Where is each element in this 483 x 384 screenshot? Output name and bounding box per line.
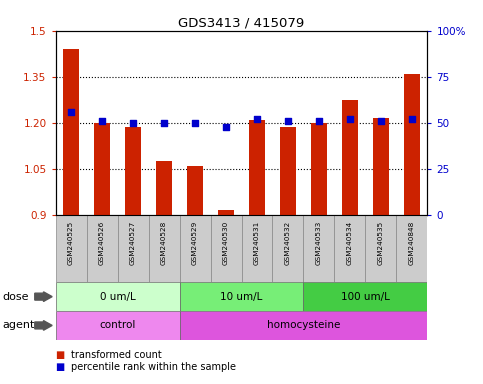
- Text: GSM240529: GSM240529: [192, 220, 198, 265]
- Text: GSM240534: GSM240534: [347, 220, 353, 265]
- Bar: [218, 210, 234, 215]
- Bar: [56, 311, 180, 340]
- Point: [408, 116, 416, 122]
- Text: ■: ■: [56, 362, 65, 372]
- Bar: [373, 118, 389, 215]
- Bar: [404, 74, 420, 215]
- Bar: [117, 215, 149, 282]
- Text: 100 um/L: 100 um/L: [341, 291, 390, 302]
- Bar: [125, 127, 141, 215]
- Bar: [180, 215, 211, 282]
- Text: GSM240531: GSM240531: [254, 220, 260, 265]
- Bar: [56, 282, 180, 311]
- Point: [98, 118, 106, 124]
- Point: [222, 124, 230, 130]
- Text: GSM240535: GSM240535: [378, 220, 384, 265]
- Text: percentile rank within the sample: percentile rank within the sample: [71, 362, 237, 372]
- Bar: [366, 215, 397, 282]
- Bar: [272, 215, 303, 282]
- Bar: [56, 215, 86, 282]
- Text: transformed count: transformed count: [71, 350, 162, 360]
- Text: GSM240526: GSM240526: [99, 220, 105, 265]
- Bar: [249, 120, 265, 215]
- Bar: [342, 100, 358, 215]
- Bar: [303, 215, 334, 282]
- Text: dose: dose: [2, 291, 29, 302]
- Point: [284, 118, 292, 124]
- Title: GDS3413 / 415079: GDS3413 / 415079: [178, 17, 305, 30]
- Bar: [94, 123, 110, 215]
- Point: [67, 109, 75, 115]
- Point: [377, 118, 385, 124]
- Text: GSM240530: GSM240530: [223, 220, 229, 265]
- Text: GSM240525: GSM240525: [68, 220, 74, 265]
- Text: GSM240848: GSM240848: [409, 220, 415, 265]
- Bar: [280, 127, 296, 215]
- Point: [253, 116, 261, 122]
- Point: [129, 120, 137, 126]
- Point: [160, 120, 168, 126]
- Bar: [86, 215, 117, 282]
- Bar: [397, 215, 427, 282]
- Text: ■: ■: [56, 350, 65, 360]
- Bar: [187, 166, 203, 215]
- Point: [191, 120, 199, 126]
- Text: control: control: [99, 320, 136, 331]
- Bar: [180, 311, 427, 340]
- Text: GSM240532: GSM240532: [285, 220, 291, 265]
- Text: homocysteine: homocysteine: [267, 320, 340, 331]
- Bar: [149, 215, 180, 282]
- Bar: [242, 215, 272, 282]
- Text: GSM240528: GSM240528: [161, 220, 167, 265]
- Bar: [303, 282, 427, 311]
- Bar: [211, 215, 242, 282]
- Bar: [180, 282, 303, 311]
- Text: GSM240533: GSM240533: [316, 220, 322, 265]
- Text: 0 um/L: 0 um/L: [99, 291, 135, 302]
- Point: [315, 118, 323, 124]
- Bar: [334, 215, 366, 282]
- Text: agent: agent: [2, 320, 35, 331]
- Bar: [311, 123, 327, 215]
- Bar: [63, 49, 79, 215]
- Point: [346, 116, 354, 122]
- Text: 10 um/L: 10 um/L: [220, 291, 263, 302]
- Bar: [156, 161, 172, 215]
- Text: GSM240527: GSM240527: [130, 220, 136, 265]
